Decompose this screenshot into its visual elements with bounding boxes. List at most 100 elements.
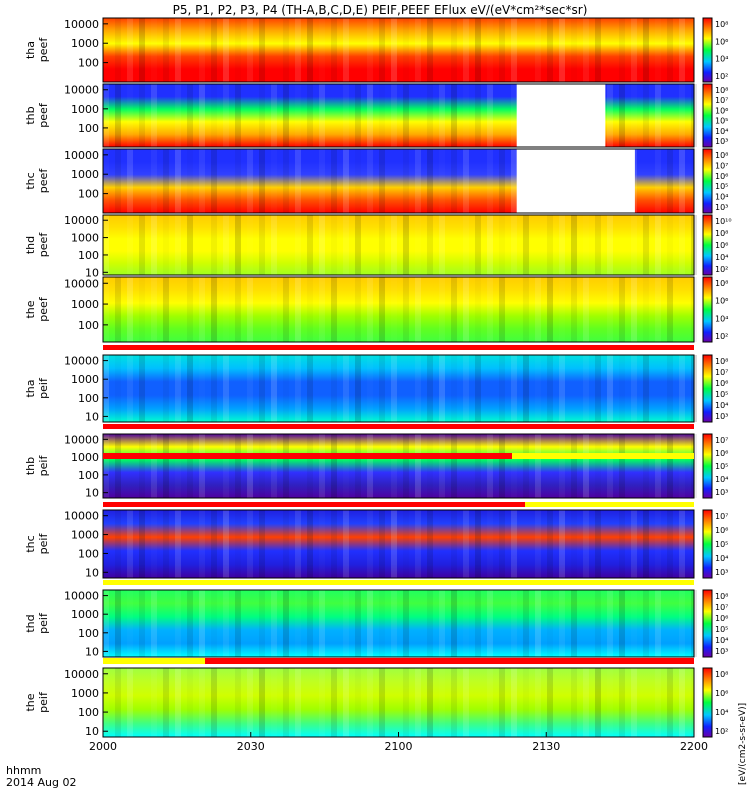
texture-column	[451, 668, 457, 737]
texture-column	[307, 510, 313, 578]
texture-column	[463, 277, 469, 342]
texture-column	[115, 355, 121, 422]
texture-column	[535, 277, 541, 342]
texture-column	[499, 277, 505, 342]
texture-column	[151, 215, 157, 275]
colorbar-tick-label: 10⁸	[715, 229, 728, 238]
texture-column	[271, 215, 277, 275]
texture-column	[355, 215, 361, 275]
texture-column	[427, 149, 433, 213]
texture-column	[211, 668, 217, 737]
panel-thb-peif: 10000 1000 100 10 thb peif 10⁷ 10⁶ 10⁵ 10⁴ 10³	[24, 433, 728, 499]
texture-column	[283, 510, 289, 578]
texture-column	[319, 668, 325, 737]
colorbar-tick-label: 10⁶	[715, 37, 728, 46]
texture-column	[559, 215, 565, 275]
texture-column	[199, 84, 205, 147]
texture-column	[415, 510, 421, 578]
colorbar-tick-label: 10⁴	[715, 314, 728, 323]
texture-column	[439, 277, 445, 342]
texture-column	[247, 355, 253, 422]
texture-column	[403, 215, 409, 275]
texture-column	[223, 434, 229, 498]
colorbar-tick-label: 10²	[715, 332, 728, 341]
y-axis-label-species: peef	[37, 102, 50, 128]
texture-column	[307, 18, 313, 82]
texture-column	[499, 355, 505, 422]
colorbar-tick-label: 10¹⁰	[715, 217, 732, 226]
y-tick-label: 100	[78, 319, 99, 332]
texture-column	[331, 510, 337, 578]
texture-column	[655, 18, 661, 82]
texture-column	[547, 277, 553, 342]
texture-column	[619, 18, 625, 82]
texture-column	[139, 18, 145, 82]
colorbar-tick-label: 10⁴	[715, 127, 728, 136]
texture-column	[487, 434, 493, 498]
texture-column	[127, 355, 133, 422]
texture-column	[475, 277, 481, 342]
texture-column	[271, 149, 277, 213]
texture-column	[259, 510, 265, 578]
texture-column	[511, 149, 517, 213]
texture-column	[583, 18, 589, 82]
texture-column	[235, 668, 241, 737]
texture-column	[679, 215, 685, 275]
texture-column	[415, 355, 421, 422]
texture-column	[187, 434, 193, 498]
texture-column	[319, 590, 325, 657]
texture-column	[175, 215, 181, 275]
y-tick-label: 100	[78, 249, 99, 262]
texture-column	[199, 590, 205, 657]
y-tick-label: 1000	[71, 232, 99, 245]
y-tick-label: 10	[85, 645, 99, 658]
texture-column	[607, 84, 613, 147]
texture-column	[319, 84, 325, 147]
texture-column	[247, 434, 253, 498]
texture-column	[355, 668, 361, 737]
texture-column	[439, 149, 445, 213]
texture-column	[487, 668, 493, 737]
texture-column	[319, 510, 325, 578]
texture-column	[427, 18, 433, 82]
colorbar-tick-label: 10⁶	[715, 241, 728, 250]
texture-column	[463, 215, 469, 275]
texture-column	[391, 18, 397, 82]
y-axis-label-species: peef	[37, 168, 50, 194]
texture-column	[463, 18, 469, 82]
texture-column	[535, 18, 541, 82]
texture-column	[655, 277, 661, 342]
texture-column	[163, 355, 169, 422]
y-axis-label-species: peif	[37, 455, 50, 477]
texture-column	[583, 510, 589, 578]
y-tick-label: 10000	[64, 510, 99, 523]
y-axis-label-species: peif	[37, 612, 50, 634]
texture-column	[619, 434, 625, 498]
texture-column	[187, 84, 193, 147]
y-tick-label: 1000	[71, 103, 99, 116]
texture-column	[535, 355, 541, 422]
texture-column	[139, 215, 145, 275]
y-axis-label-probe: thc	[24, 535, 37, 552]
texture-column	[391, 434, 397, 498]
texture-column	[607, 215, 613, 275]
texture-column	[307, 84, 313, 147]
colorbar-tick-label: 10⁶	[715, 297, 728, 306]
texture-column	[427, 434, 433, 498]
colorbar-tick-label: 10⁴	[715, 475, 728, 484]
y-axis-label-probe: tha	[24, 41, 37, 59]
flag-bar	[103, 502, 525, 507]
texture-column	[583, 277, 589, 342]
texture-column	[175, 149, 181, 213]
texture-column	[583, 668, 589, 737]
texture-column	[619, 590, 625, 657]
texture-column	[343, 510, 349, 578]
texture-column	[223, 510, 229, 578]
texture-column	[223, 84, 229, 147]
panel-frame	[102, 509, 695, 579]
spectrogram-image	[103, 434, 694, 498]
texture-column	[451, 149, 457, 213]
colorbar-tick-label: 10³	[715, 137, 728, 146]
